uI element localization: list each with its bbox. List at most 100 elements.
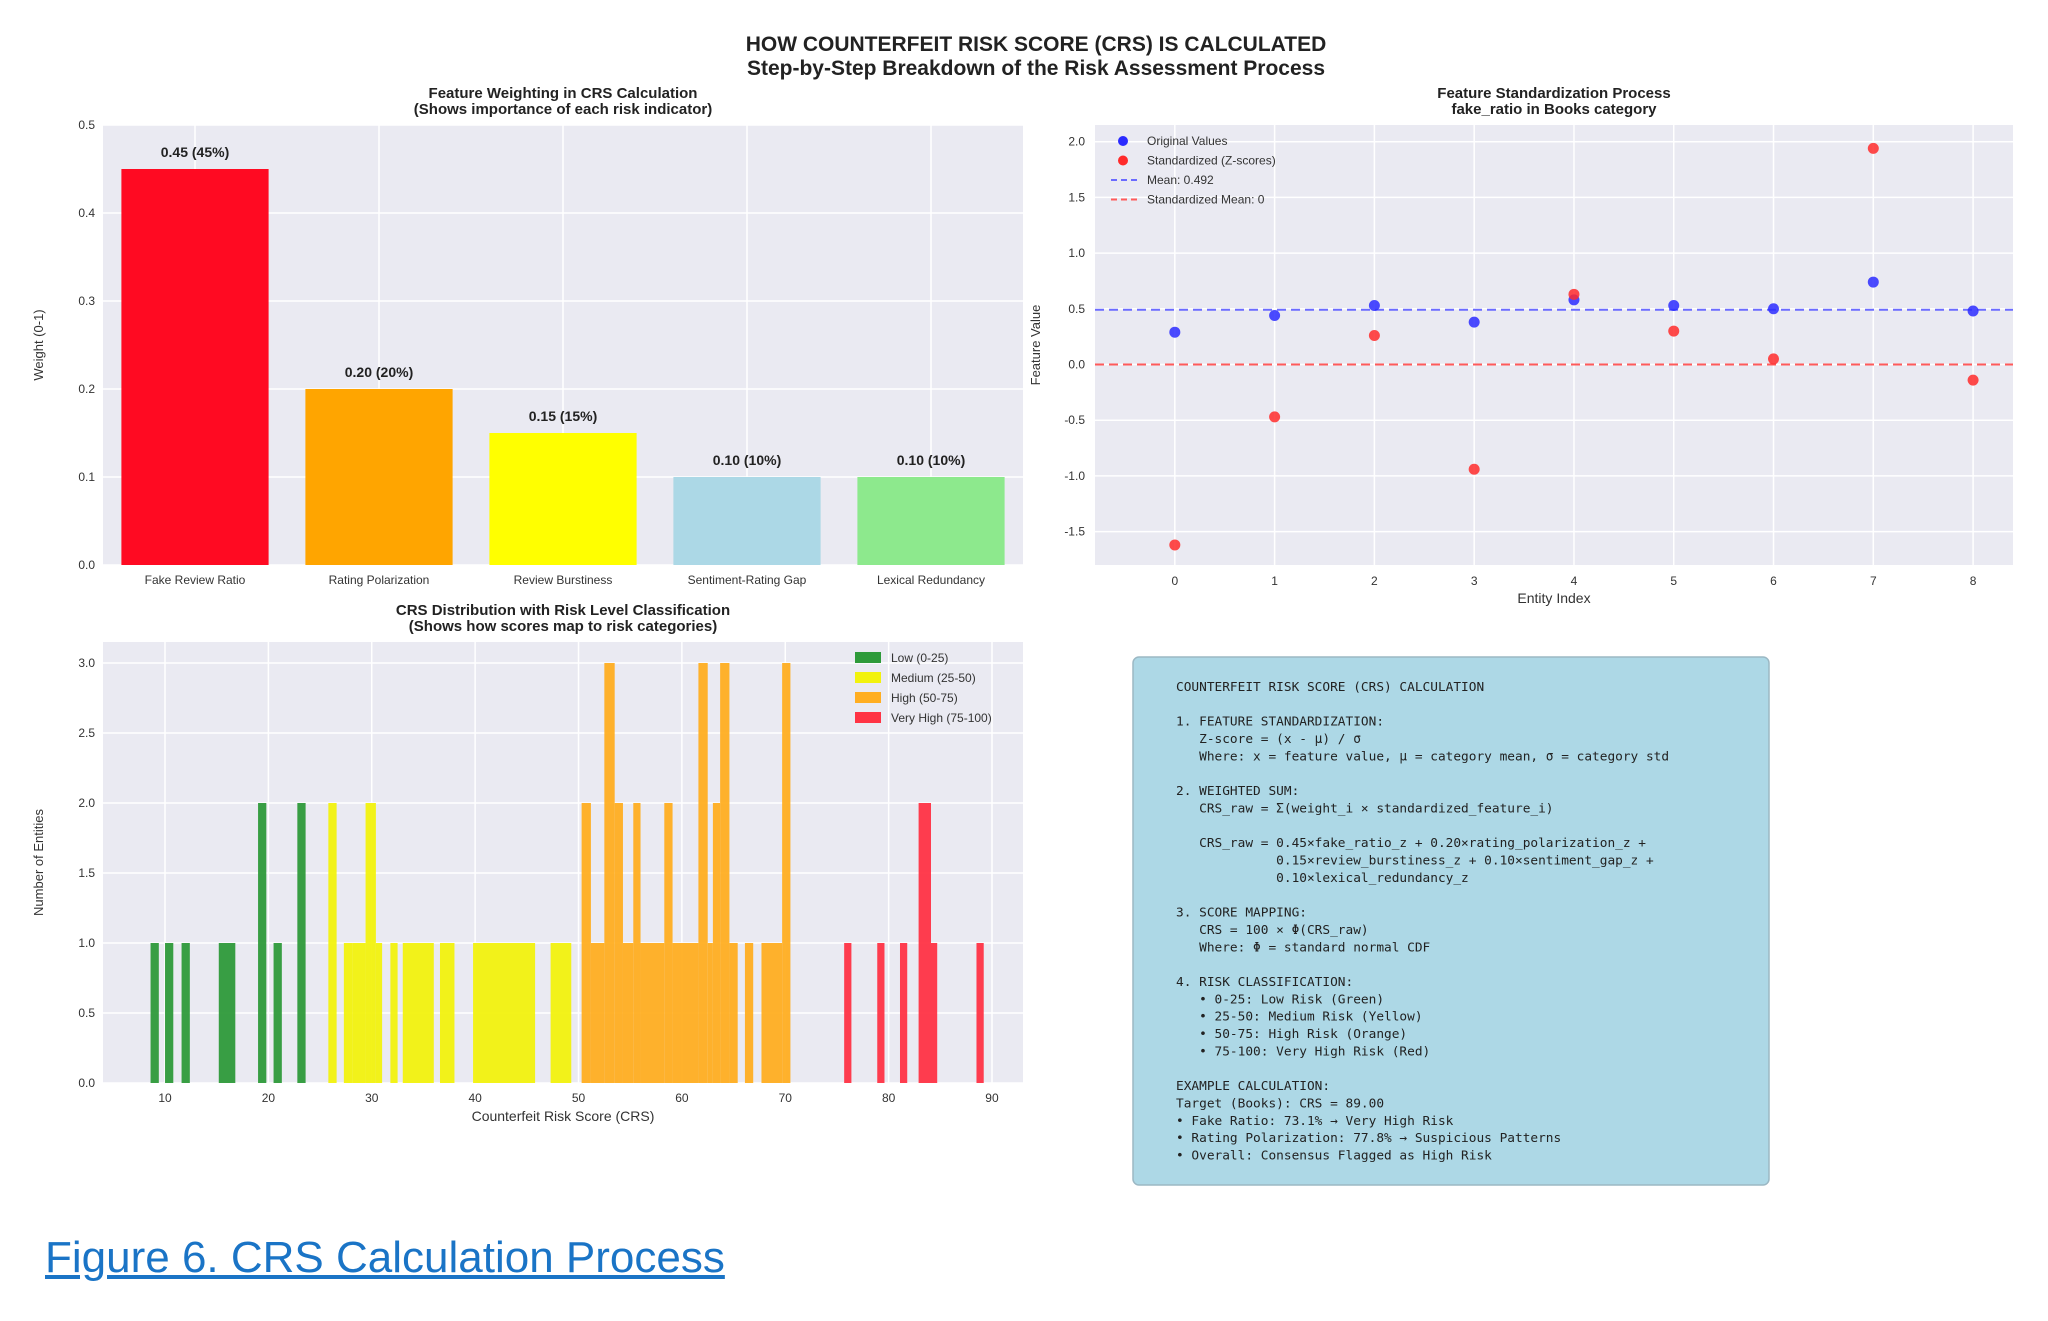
plot-area <box>1095 125 2013 565</box>
textbox-line: 4. RISK CLASSIFICATION: <box>1176 975 1353 990</box>
histogram-bar <box>390 943 398 1083</box>
y-tick-label: 1.0 <box>1068 246 1085 260</box>
histogram-bar <box>165 943 174 1083</box>
histogram-bar <box>877 943 885 1083</box>
histogram-bar <box>844 943 852 1083</box>
scatter-point <box>1867 142 1879 154</box>
y-tick-label: 1.5 <box>1068 190 1085 204</box>
y-tick-label: 0.2 <box>78 382 95 396</box>
y-tick-label: 0.0 <box>78 558 95 572</box>
legend-label: Standardized Mean: 0 <box>1147 193 1265 207</box>
weight-bar <box>305 389 453 565</box>
y-tick-label: 3.0 <box>78 656 95 670</box>
scatter-point <box>1368 299 1380 311</box>
y-tick-label: -1.0 <box>1064 469 1085 483</box>
histogram-bar <box>698 663 708 1083</box>
histogram-bar <box>744 943 754 1083</box>
histogram-bar <box>181 943 190 1083</box>
x-tick-label: 20 <box>262 1091 276 1105</box>
histogram-bar <box>258 803 267 1083</box>
y-tick-label: 1.5 <box>78 866 95 880</box>
histogram-bar <box>473 943 536 1083</box>
histogram-bar <box>640 943 665 1083</box>
legend-marker <box>1118 155 1128 166</box>
x-tick-label: 5 <box>1670 574 1677 588</box>
textbox-line: Where: x = feature value, μ = category m… <box>1176 749 1669 764</box>
histogram-bar <box>782 663 791 1083</box>
scatter-point <box>1768 353 1780 365</box>
scatter-point <box>1269 411 1281 423</box>
textbox-line: • 0-25: Low Risk (Green) <box>1176 992 1384 1007</box>
bar-data-label: 0.10 (10%) <box>713 452 781 468</box>
histogram-bar <box>604 663 615 1083</box>
histogram-bar <box>590 943 605 1083</box>
histogram-bar <box>720 663 730 1083</box>
chart-title: Feature Weighting in CRS Calculation <box>429 85 698 102</box>
histogram-bar <box>150 943 159 1083</box>
y-tick-label: 0.5 <box>78 118 95 132</box>
weight-bar <box>121 169 269 565</box>
textbox-line: CRS_raw = 0.45×fake_ratio_z + 0.20×ratin… <box>1176 836 1646 851</box>
weight-bar <box>673 477 821 565</box>
y-axis-label: Feature Value <box>1028 305 1043 386</box>
histogram-bar <box>976 943 984 1083</box>
scatter-point <box>1568 288 1580 300</box>
legend-label: Mean: 0.492 <box>1147 173 1214 187</box>
figure-caption-link[interactable]: Figure 6. CRS Calculation Process <box>45 1233 725 1282</box>
textbox-line: Z-score = (x - μ) / σ <box>1176 732 1361 747</box>
histogram-bar <box>439 943 455 1083</box>
feature-standardization-chart: Feature Standardization Processfake_rati… <box>1028 85 2013 606</box>
x-tick-label: 7 <box>1870 574 1877 588</box>
textbox-line: 3. SCORE MAPPING: <box>1176 906 1307 921</box>
x-tick-label: 80 <box>882 1091 896 1105</box>
histogram-bar <box>729 943 738 1083</box>
textbox-line: • 75-100: Very High Risk (Red) <box>1176 1044 1430 1059</box>
figure-title: HOW COUNTERFEIT RISK SCORE (CRS) IS CALC… <box>746 33 1327 56</box>
scatter-point <box>1468 316 1480 328</box>
y-tick-label: 0.5 <box>78 1006 95 1020</box>
histogram-bar <box>343 943 353 1083</box>
textbox-line: 2. WEIGHTED SUM: <box>1176 784 1299 799</box>
bar-data-label: 0.10 (10%) <box>897 452 965 468</box>
textbox-line: CRS_raw = Σ(weight_i × standardized_feat… <box>1176 801 1554 816</box>
y-tick-label: 2.0 <box>78 796 95 810</box>
textbox-line: • 50-75: High Risk (Orange) <box>1176 1027 1407 1042</box>
y-tick-label: 0.1 <box>78 470 95 484</box>
histogram-bar <box>273 943 282 1083</box>
histogram-bar <box>365 803 376 1083</box>
y-tick-label: 1.0 <box>78 936 95 950</box>
textbox-line: Target (Books): CRS = 89.00 <box>1176 1096 1384 1111</box>
x-tick-label: 40 <box>468 1091 482 1105</box>
x-tick-label: 0 <box>1171 574 1178 588</box>
histogram-bar <box>375 943 383 1083</box>
y-tick-label: 2.5 <box>78 726 95 740</box>
textbox-line: EXAMPLE CALCULATION: <box>1176 1079 1330 1094</box>
histogram-bar <box>712 803 721 1083</box>
legend-label: Original Values <box>1147 134 1227 148</box>
scatter-point <box>1668 299 1680 311</box>
y-tick-label: 0.5 <box>1068 302 1085 316</box>
histogram-bar <box>899 943 908 1083</box>
histogram-bar <box>931 943 938 1083</box>
textbox-line: • Rating Polarization: 77.8% → Suspiciou… <box>1176 1131 1561 1146</box>
weight-bar <box>857 477 1005 565</box>
chart-subtitle: (Shows how scores map to risk categories… <box>409 618 717 635</box>
y-tick-label: 2.0 <box>1068 135 1085 149</box>
crs-calculation-textbox: COUNTERFEIT RISK SCORE (CRS) CALCULATION… <box>1132 656 1770 1186</box>
legend-label: Standardized (Z-scores) <box>1147 154 1276 168</box>
x-tick-label: 2 <box>1371 574 1378 588</box>
legend-label: Low (0-25) <box>891 651 948 665</box>
y-tick-label: 0.3 <box>78 294 95 308</box>
histogram-bar <box>581 803 591 1083</box>
histogram-bar <box>550 943 572 1083</box>
scatter-point <box>1169 539 1181 551</box>
y-tick-label: 0.0 <box>1068 357 1085 371</box>
x-axis-label: Counterfeit Risk Score (CRS) <box>472 1108 655 1124</box>
histogram-bar <box>707 943 713 1083</box>
textbox-line: 0.10×lexical_redundancy_z <box>1176 871 1469 886</box>
x-tick-label: 70 <box>779 1091 793 1105</box>
scatter-point <box>1867 276 1879 288</box>
histogram-bar <box>218 943 236 1083</box>
x-tick-label: 4 <box>1571 574 1578 588</box>
